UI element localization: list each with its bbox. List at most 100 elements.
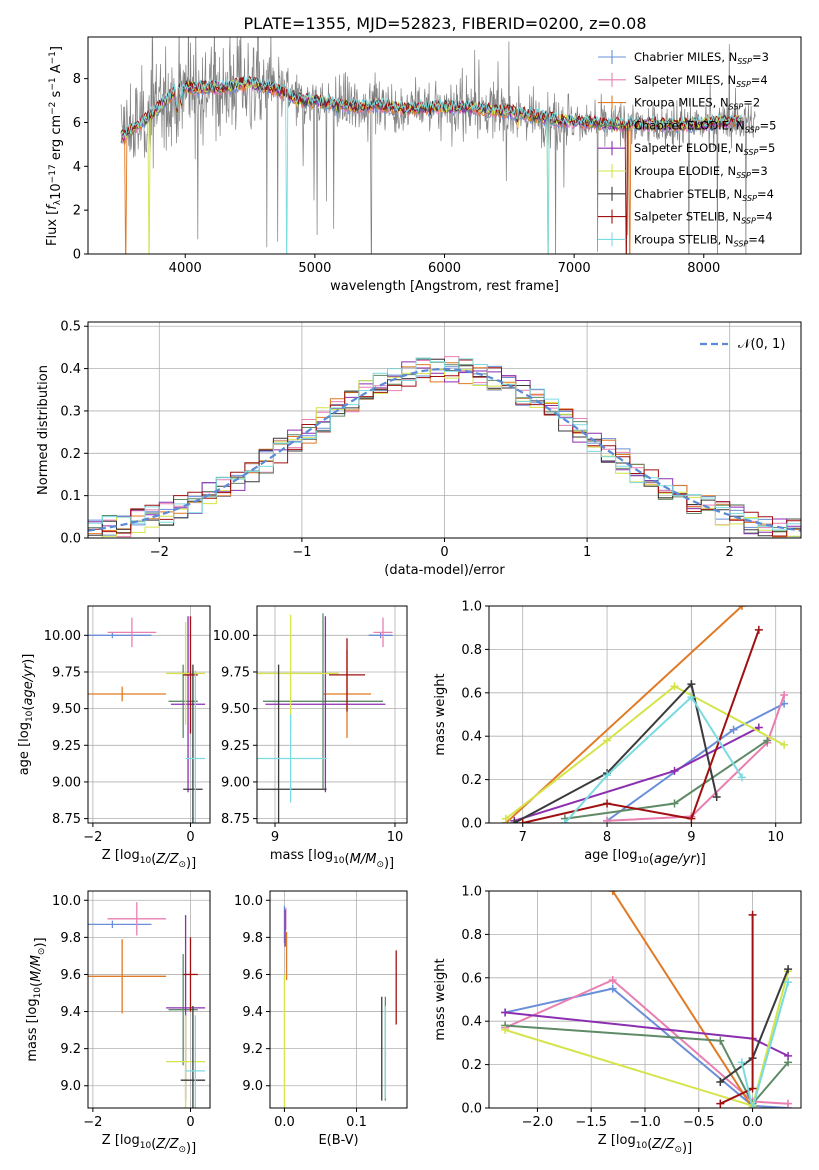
spectrum-ytick-label: 8 (73, 72, 81, 87)
mass-weight-vs-age-ytick-label: 0.8 (461, 643, 482, 658)
mass-weight-vs-age-marker-salpeter-miles (603, 816, 612, 823)
age-vs-mass-ytick-label: 9.50 (221, 702, 250, 717)
mass-weight-vs-metallicity-marker-chabrier-miles (608, 984, 617, 993)
mass-weight-vs-metallicity-ytick-label: 0.0 (461, 1102, 482, 1117)
mass-weight-vs-metallicity-marker-kroupa-stelib (737, 1058, 746, 1067)
mass-weight-vs-metallicity-marker-salpeter-stelib (748, 1084, 757, 1093)
mass-weight-vs-age-ytick-label: 0.6 (461, 686, 482, 701)
mass-weight-vs-age-axes: 7 8 9 10 0.0 0.2 0.4 0.6 0.8 1.0 (461, 600, 802, 845)
spectrum-xlabel: wavelength [Angstrom, rest frame] (330, 279, 559, 294)
residual-histogram-ytick-label: 0.5 (60, 320, 81, 335)
spectrum-legend-label: Kroupa STELIB, NSSP=4 (634, 232, 765, 248)
mass-weight-vs-metallicity-line-kroupa-stelib (740, 981, 790, 1108)
mass-weight-vs-age-marker-chabrier-stelib (712, 792, 721, 801)
mass-weight-vs-age-marker-salpeter-elodie (670, 766, 679, 775)
spectrum-xtick-label: 7000 (558, 261, 591, 276)
mass-weight-vs-age-frame (488, 605, 802, 824)
residual-histogram-xlabel: (data-model)/error (384, 563, 505, 578)
mass-weight-vs-age-marker-chabrier-elodie (670, 799, 679, 808)
mass-weight-vs-metallicity-marker-chabrier-elodie (716, 1036, 725, 1045)
mass-weight-vs-age-xtick-label: 9 (687, 830, 695, 845)
spectrum-legend-label: Chabrier ELODIE, NSSP=5 (634, 118, 776, 134)
mass-vs-ebv-plot-area (283, 905, 397, 1108)
mass-weight-vs-age-xtick-label: 10 (767, 830, 784, 845)
mass-vs-ebv-xtick-label: 0.1 (346, 1115, 367, 1130)
mass-weight-vs-metallicity-ylabel: mass weight (433, 958, 448, 1040)
residual-histogram-ytick-label: 0.0 (60, 532, 81, 547)
spectrum-xtick-label: 8000 (687, 261, 720, 276)
mass-weight-vs-metallicity-line-chabrier-elodie (505, 1024, 789, 1106)
mass-vs-ebv-xtick-label: 0.0 (274, 1115, 295, 1130)
age-vs-mass-axes: 9 10 8.75 9.00 9.25 9.50 9.75 10.00 (213, 605, 408, 845)
spectrum-ytick-label: 4 (73, 160, 81, 175)
mass-weight-vs-metallicity-line-kroupa-miles (611, 891, 754, 1108)
mass-vs-metallicity-ytick-label: 9.2 (60, 1042, 81, 1057)
mass-weight-vs-age-ytick-label: 0.0 (461, 817, 482, 832)
mass-vs-ebv-frame (269, 890, 408, 1109)
mass-weight-vs-metallicity-xlabel: Z [log10(Z/Z⊙)] (598, 1133, 692, 1156)
age-vs-metallicity-xlabel: Z [log10(Z/Z⊙)] (102, 848, 196, 871)
mass-weight-vs-metallicity-xtick-label: −2.0 (522, 1115, 554, 1130)
mass-weight-vs-metallicity-marker-kroupa-stelib (784, 978, 793, 987)
spectrum-ytick-label: 6 (73, 116, 81, 131)
age-vs-mass-plot-area (257, 613, 393, 823)
mass-vs-metallicity-xtick-label: 0 (186, 1115, 194, 1130)
mass-weight-vs-age-marker-chabrier-stelib (510, 819, 519, 823)
mass-weight-vs-age-marker-salpeter-elodie (754, 723, 763, 732)
mass-vs-metallicity-ytick-label: 9.8 (60, 931, 81, 946)
spectrum-legend-label: Chabrier STELIB, NSSP=4 (634, 187, 774, 203)
spectrum-legend-label: Chabrier MILES, NSSP=3 (634, 50, 769, 66)
mass-weight-vs-metallicity-marker-salpeter-stelib (748, 910, 757, 919)
mass-weight-vs-age-line-salpeter-miles (607, 694, 786, 822)
residual-histogram-xtick-label: 1 (583, 545, 591, 560)
mass-weight-vs-metallicity-marker-kroupa-stelib (748, 1104, 757, 1108)
mass-vs-metallicity-ytick-label: 9.4 (60, 1005, 81, 1020)
mass-weight-vs-age-marker-kroupa-stelib (737, 773, 746, 782)
mass-weight-vs-age-line-kroupa-stelib (564, 695, 743, 823)
mass-weight-vs-age-marker-kroupa-miles (737, 606, 746, 610)
mass-weight-vs-metallicity-ytick-label: 1.0 (461, 885, 482, 900)
histogram-kroupa-elodie (88, 368, 801, 538)
mass-weight-vs-metallicity-xtick-label: −1.0 (629, 1115, 661, 1130)
age-vs-metallicity-plot-area (88, 616, 206, 823)
mass-weight-vs-metallicity-ytick-label: 0.2 (461, 1058, 482, 1073)
mass-weight-vs-age-line-kroupa-elodie (505, 685, 785, 820)
mass-weight-vs-metallicity-marker-chabrier-stelib (784, 965, 793, 974)
mass-weight-vs-metallicity-axes: −2.0 −1.5 −1.0 −0.5 0.0 0.0 0.2 0.4 0.6 0.8 1.0 (461, 885, 802, 1130)
age-vs-metallicity-ylabel: age [log10(age/yr)] (17, 654, 36, 776)
residual-histogram-xtick-label: −2 (150, 545, 169, 560)
mass-weight-vs-metallicity-ytick-label: 0.4 (461, 1015, 482, 1030)
mass-weight-vs-age-line-kroupa-miles (505, 606, 743, 823)
mass-weight-vs-age-ylabel: mass weight (433, 673, 448, 755)
age-vs-metallicity-ytick-label: 9.25 (52, 739, 81, 754)
age-vs-metallicity-ytick-label: 9.00 (52, 775, 81, 790)
mass-vs-metallicity-frame (87, 890, 211, 1109)
mass-weight-vs-metallicity-marker-salpeter-miles (784, 1099, 793, 1108)
age-vs-mass-ytick-label: 9.00 (221, 775, 250, 790)
mass-weight-vs-metallicity-line-salpeter-miles (504, 978, 789, 1105)
normal-reference-curve (88, 367, 801, 532)
mass-weight-vs-age-marker-salpeter-stelib (687, 814, 696, 823)
spectrum-legend-label: Salpeter MILES, NSSP=4 (634, 73, 768, 89)
mass-weight-vs-metallicity-marker-salpeter-stelib (716, 1099, 725, 1108)
mass-weight-vs-age-marker-kroupa-elodie (780, 740, 789, 749)
residual-histogram-xtick-label: 2 (726, 545, 734, 560)
mass-weight-vs-age-marker-kroupa-stelib (603, 771, 612, 780)
mass-weight-vs-metallicity-xtick-label: 0.0 (742, 1115, 763, 1130)
age-vs-metallicity-axes: −2 0 8.75 9.00 9.25 9.50 9.75 10.00 (44, 605, 211, 845)
mass-weight-vs-age-marker-chabrier-stelib (687, 680, 696, 689)
mass-vs-metallicity-plot-area (88, 902, 206, 1108)
age-vs-metallicity-ytick-label: 8.75 (52, 812, 81, 827)
mass-weight-vs-metallicity-ytick-label: 0.8 (461, 928, 482, 943)
age-vs-mass-xtick-label: 9 (271, 830, 279, 845)
mass-weight-vs-age-marker-salpeter-stelib (518, 819, 527, 823)
spectrum-xtick-label: 5000 (298, 261, 331, 276)
spectrum-legend-label: Salpeter ELODIE, NSSP=5 (634, 141, 775, 157)
mass-weight-vs-age-line-chabrier-stelib (513, 682, 718, 823)
mass-vs-ebv-axes: 0.0 0.1 9.0 9.2 9.4 9.6 9.8 10.0 (234, 890, 408, 1130)
mass-weight-vs-age-marker-salpeter-stelib (603, 799, 612, 808)
mass-vs-ebv-ytick-label: 9.6 (242, 968, 263, 983)
mass-weight-vs-metallicity-marker-salpeter-miles (608, 975, 617, 984)
mass-weight-vs-age-marker-kroupa-elodie (501, 814, 510, 823)
